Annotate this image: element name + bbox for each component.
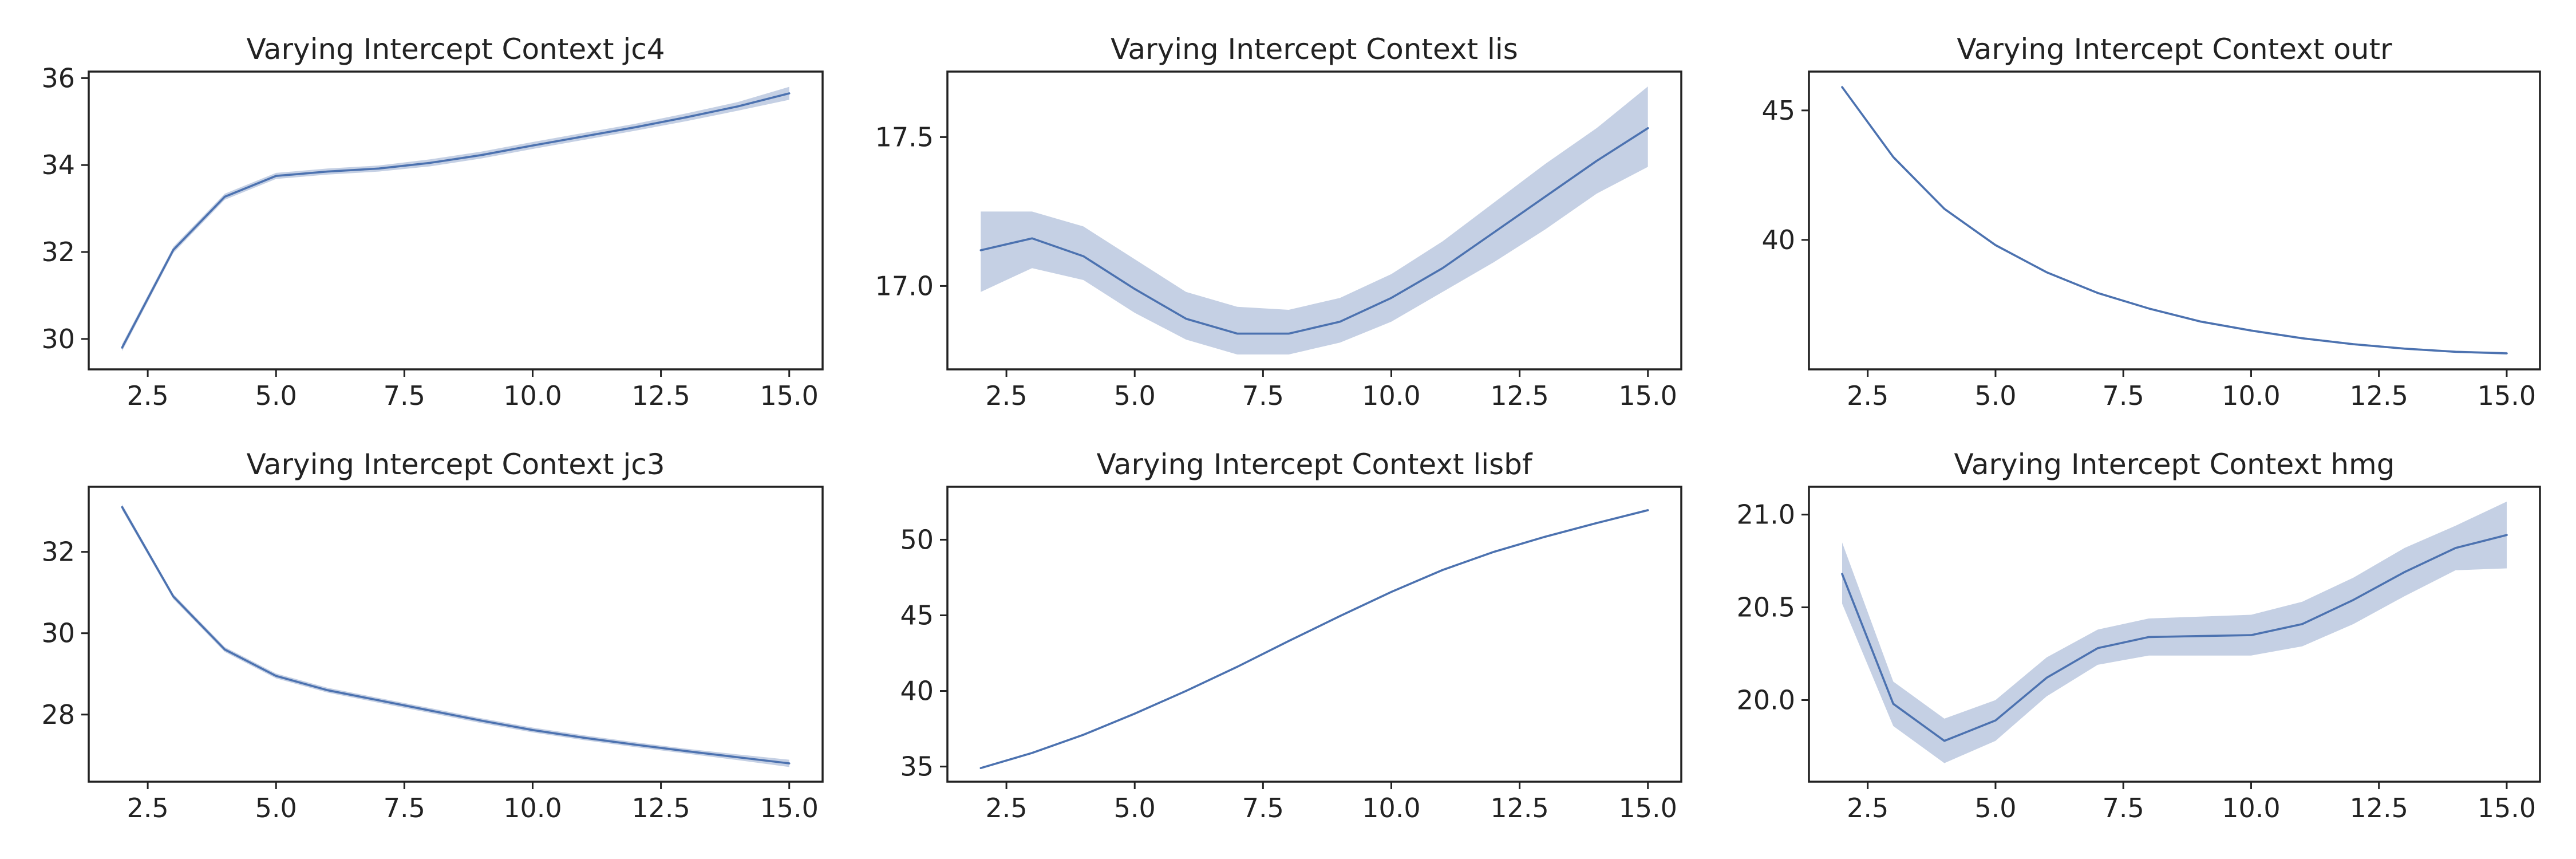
y-tick-label: 32 xyxy=(41,237,75,267)
subplot-5: Varying Intercept Context lisbf 2.5 5.0 7.5… xyxy=(900,448,1682,823)
y-tick-label: 28 xyxy=(41,699,75,730)
y-tick-label: 20.0 xyxy=(1737,684,1795,715)
x-tick-label: 2.5 xyxy=(127,380,169,411)
x-tick-label: 2.5 xyxy=(127,793,169,823)
x-tick-label: 15.0 xyxy=(2478,793,2536,823)
x-tick-label: 5.0 xyxy=(1114,380,1156,411)
axes-frame xyxy=(1808,486,2541,783)
x-tick-label: 12.5 xyxy=(2349,793,2408,823)
series-line xyxy=(979,127,1649,335)
x-tick-label: 7.5 xyxy=(384,380,425,411)
y-tick-label: 17.5 xyxy=(875,121,934,152)
x-tick-label: 2.5 xyxy=(1847,793,1888,823)
subplot-title: Varying Intercept Context lis xyxy=(1111,33,1518,66)
x-tick-label: 15.0 xyxy=(1619,380,1677,411)
y-tick-label: 17.0 xyxy=(875,270,934,301)
x-tick-label: 7.5 xyxy=(1242,380,1284,411)
x-tick-label: 5.0 xyxy=(1974,793,2016,823)
x-tick-label: 12.5 xyxy=(1490,380,1548,411)
y-tick-label: 35 xyxy=(900,751,934,782)
x-tick-label: 7.5 xyxy=(1242,793,1284,823)
series-line xyxy=(1841,534,2508,742)
x-tick-label: 15.0 xyxy=(760,793,819,823)
x-tick-label: 10.0 xyxy=(1362,793,1420,823)
confidence-band xyxy=(122,504,789,767)
y-tick-label: 32 xyxy=(41,537,75,568)
y-tick-label: 45 xyxy=(900,600,934,631)
x-tick-label: 15.0 xyxy=(1619,793,1677,823)
axes-frame xyxy=(946,486,1682,783)
x-tick-label: 2.5 xyxy=(1847,380,1888,411)
x-tick-label: 5.0 xyxy=(255,793,297,823)
confidence-band xyxy=(1842,501,2507,763)
x-tick-label: 15.0 xyxy=(2478,380,2536,411)
y-tick-label: 50 xyxy=(900,524,934,555)
x-tick-label: 2.5 xyxy=(986,380,1028,411)
axes-frame xyxy=(946,70,1682,371)
y-tick-label: 30 xyxy=(41,618,75,649)
y-tick-label: 40 xyxy=(900,676,934,707)
x-tick-label: 7.5 xyxy=(384,793,425,823)
x-tick-label: 10.0 xyxy=(1362,380,1420,411)
axes-frame xyxy=(88,486,824,783)
y-tick-label: 45 xyxy=(1761,95,1795,126)
subplot-4: Varying Intercept Context jc3 2.5 5.0 7.5 10… xyxy=(41,448,824,823)
x-tick-label: 5.0 xyxy=(255,380,297,411)
subplot-2: Varying Intercept Context lis 2.5 5.0 7.5 10… xyxy=(875,33,1682,411)
subplot-title: Varying Intercept Context outr xyxy=(1957,33,2392,66)
x-tick-label: 2.5 xyxy=(986,793,1028,823)
x-tick-label: 12.5 xyxy=(631,793,690,823)
series-line xyxy=(121,92,791,349)
y-tick-label: 40 xyxy=(1761,224,1795,255)
x-tick-label: 12.5 xyxy=(631,380,690,411)
subplot-title: Varying Intercept Context lisbf xyxy=(1096,448,1532,481)
x-tick-label: 10.0 xyxy=(503,793,562,823)
series-line xyxy=(1841,86,2508,354)
x-tick-label: 10.0 xyxy=(2222,793,2280,823)
y-tick-label: 34 xyxy=(41,149,75,180)
series-line xyxy=(121,506,791,765)
y-tick-label: 36 xyxy=(41,62,75,93)
confidence-band xyxy=(122,86,789,352)
subplot-1: Varying Intercept Context jc4 2.5 5.0 7.5 10… xyxy=(41,33,824,411)
subplot-title: Varying Intercept Context jc3 xyxy=(246,448,665,481)
x-tick-label: 7.5 xyxy=(2103,793,2144,823)
x-tick-label: 10.0 xyxy=(503,380,562,411)
x-tick-label: 15.0 xyxy=(760,380,819,411)
subplot-3: Varying Intercept Context outr 2.5 5.0 7.5 1… xyxy=(1761,33,2541,411)
y-tick-label: 21.0 xyxy=(1737,499,1795,530)
y-tick-label: 20.5 xyxy=(1737,592,1795,623)
x-tick-label: 12.5 xyxy=(1490,793,1548,823)
x-tick-label: 5.0 xyxy=(1974,380,2016,411)
x-tick-label: 5.0 xyxy=(1114,793,1156,823)
series-line xyxy=(979,509,1649,769)
subplot-title: Varying Intercept Context jc4 xyxy=(246,33,665,66)
y-tick-label: 30 xyxy=(41,324,75,354)
axes-frame xyxy=(88,70,824,371)
confidence-band xyxy=(981,509,1648,770)
subplot-title: Varying Intercept Context hmg xyxy=(1954,448,2395,481)
confidence-band xyxy=(981,86,1648,354)
x-tick-label: 12.5 xyxy=(2349,380,2408,411)
axes-frame xyxy=(1808,70,2541,371)
subplot-6: Varying Intercept Context hmg 2.5 5.0 7.5 10… xyxy=(1737,448,2541,823)
x-tick-label: 10.0 xyxy=(2222,380,2280,411)
x-tick-label: 7.5 xyxy=(2103,380,2144,411)
